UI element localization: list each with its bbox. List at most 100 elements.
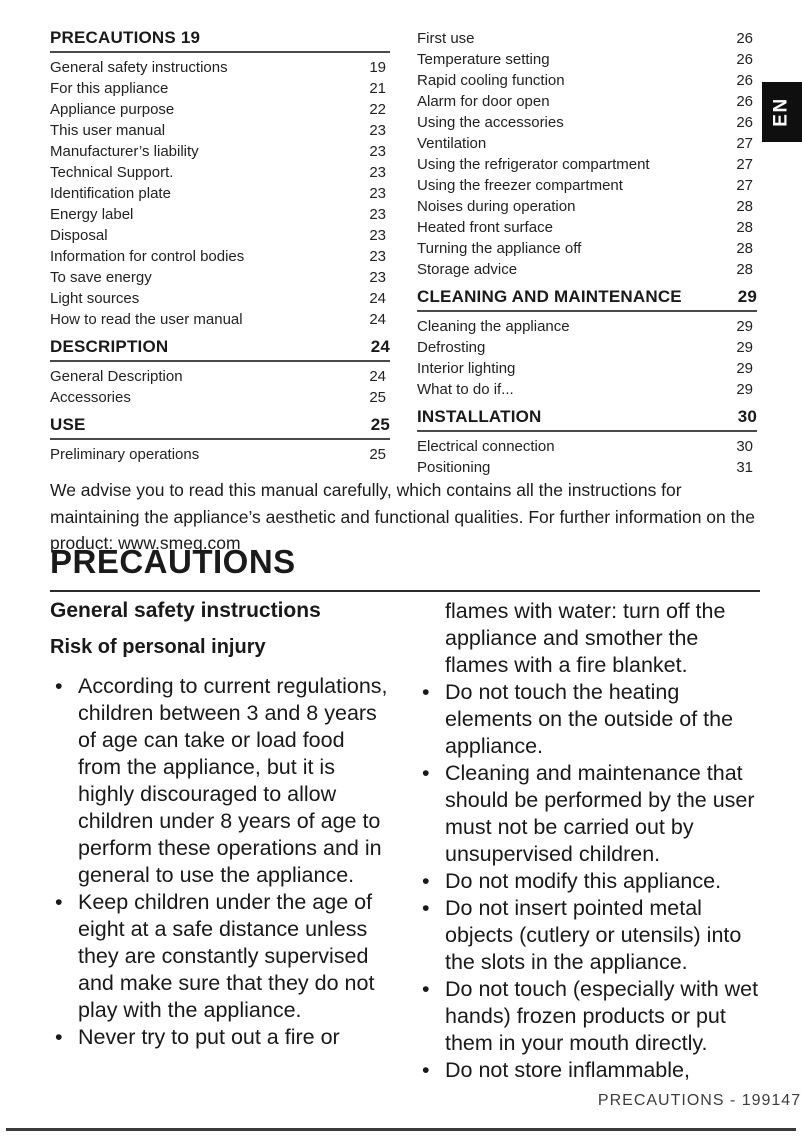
bullet-item: • Do not insert pointed metal objects (cu…	[417, 895, 763, 976]
section-heading: General safety instructions	[50, 599, 321, 622]
toc-entry: This user manual 23	[50, 120, 390, 141]
toc-entry: Alarm for door open 26	[417, 91, 757, 112]
bullet-item: • Cleaning and maintenance that should be…	[417, 760, 763, 868]
toc-entry-page: 25	[370, 415, 390, 434]
toc-entry-label: Heated front surface	[417, 219, 553, 236]
bullet-item: • Do not modify this appliance.	[417, 868, 763, 895]
toc-entry-label: Manufacturer’s liability	[50, 143, 199, 160]
toc-entry: Appliance purpose 22	[50, 99, 390, 120]
bullet-text: Do not store inflammable,	[445, 1058, 690, 1082]
toc-entry-page: 28	[736, 240, 753, 257]
bullet-text: Do not touch the heating elements on the…	[445, 680, 734, 758]
bullet-marker: •	[422, 761, 430, 785]
toc-entry-page: 28	[736, 198, 753, 215]
toc-entry-page: 30	[737, 407, 757, 426]
toc-entry-label: Information for control bodies	[50, 248, 245, 265]
bullet-item: • According to current regulations, child…	[50, 673, 390, 889]
toc-entry-label: INSTALLATION	[417, 407, 542, 426]
toc-entry: Light sources 24	[50, 288, 390, 309]
toc-entry-label: Using the refrigerator compartment	[417, 156, 650, 173]
toc-entry-page: 23	[369, 269, 386, 286]
bullet-marker: •	[422, 680, 430, 704]
toc-entry-label: Preliminary operations	[50, 446, 200, 463]
body-column-left: General safety instructions Risk of pers…	[50, 598, 390, 1051]
toc-section-heading: INSTALLATION 30	[417, 407, 757, 432]
toc-entry-page: 26	[736, 114, 753, 131]
toc-entry-label: Identification plate	[50, 185, 171, 202]
toc-entry: Energy label 23	[50, 204, 390, 225]
toc-entry: First use 26	[417, 28, 757, 49]
bullet-item: • Never try to put out a fire or	[50, 1024, 390, 1051]
language-tab-label: EN	[771, 97, 792, 127]
toc-entry: Storage advice 28	[417, 259, 757, 280]
toc-entry: Interior lighting 29	[417, 358, 757, 379]
toc-entry: Disposal 23	[50, 225, 390, 246]
toc-entry: General Description 24	[50, 366, 390, 387]
toc-entry-label: Accessories	[50, 389, 131, 406]
bullet-marker: •	[422, 1058, 430, 1082]
toc-entry-label: CLEANING AND MAINTENANCE	[417, 287, 682, 306]
toc-entry-page: 29	[737, 287, 757, 306]
toc-entry-page: 27	[736, 135, 753, 152]
toc-entry-label: Interior lighting	[417, 360, 516, 377]
toc-entry: For this appliance 21	[50, 78, 390, 99]
toc-entry-label: Appliance purpose	[50, 101, 175, 118]
toc-entry-label: What to do if...	[417, 381, 514, 398]
advisory-text: We advise you to read this manual carefu…	[50, 480, 755, 553]
toc-entry-page: 19	[369, 59, 386, 76]
toc-entry-label: To save energy	[50, 269, 152, 286]
toc-entry: Using the freezer compartment 27	[417, 175, 757, 196]
toc-entry-label: Temperature setting	[417, 51, 550, 68]
bottom-rule	[6, 1128, 796, 1131]
toc-entry-label: Positioning	[417, 459, 491, 476]
toc-entry: Technical Support. 23	[50, 162, 390, 183]
toc-entry-label: Defrosting	[417, 339, 486, 356]
toc-entry: Rapid cooling function 26	[417, 70, 757, 91]
toc-entry-label: Disposal	[50, 227, 108, 244]
bullet-text: According to current regulations, childr…	[78, 674, 388, 887]
toc-entry-label: First use	[417, 30, 475, 47]
toc-entry-label: General Description	[50, 368, 183, 385]
toc-column-right: First use 26 Temperature setting 26 Rapid co…	[417, 28, 757, 478]
toc-entry-page: 23	[369, 143, 386, 160]
toc-entry-page: 23	[369, 206, 386, 223]
bullet-item: • Keep children under the age of eight at…	[50, 889, 390, 1024]
bullet-marker: •	[422, 896, 430, 920]
toc-entry-page: 23	[369, 227, 386, 244]
language-tab: EN	[762, 82, 802, 142]
body-column-right: flames with water: turn off the applianc…	[417, 598, 763, 1084]
toc-entry-label: Ventilation	[417, 135, 487, 152]
toc-entry-label: Technical Support.	[50, 164, 174, 181]
bullet-text: Keep children under the age of eight at …	[78, 890, 375, 1022]
toc-entry-label: How to read the user manual	[50, 311, 243, 328]
toc-entry-page: 29	[736, 318, 753, 335]
toc-entry: Information for control bodies 23	[50, 246, 390, 267]
bullet-item: • Do not store inflammable,	[417, 1057, 763, 1084]
toc-entry-page: 27	[736, 156, 753, 173]
toc-entry: Temperature setting 26	[417, 49, 757, 70]
toc-entry-page: 25	[369, 446, 386, 463]
toc-entry-label: Alarm for door open	[417, 93, 550, 110]
toc-entry: How to read the user manual 24	[50, 309, 390, 330]
toc-entry-label: Using the freezer compartment	[417, 177, 623, 194]
bullet-text: Do not insert pointed metal objects (cut…	[445, 896, 742, 974]
toc-entry-page: 31	[736, 459, 753, 476]
toc-entry-page: 26	[736, 51, 753, 68]
continuation-text: flames with water: turn off the applianc…	[445, 599, 726, 677]
toc-entry-page: 24	[369, 368, 386, 385]
bullet-marker: •	[55, 674, 63, 698]
toc-entry-page: 24	[369, 311, 386, 328]
toc-section-heading: CLEANING AND MAINTENANCE 29	[417, 287, 757, 312]
toc-entry-page: 23	[369, 248, 386, 265]
bullet-text: Do not modify this appliance.	[445, 869, 722, 893]
toc-entry-label: Energy label	[50, 206, 134, 223]
toc-entry-page: 21	[369, 80, 386, 97]
subsection-heading: Risk of personal injury	[50, 636, 266, 658]
toc-entry: What to do if... 29	[417, 379, 757, 400]
toc-entry-page: 28	[736, 219, 753, 236]
bullet-list-right: • Do not touch the heating elements on th…	[417, 679, 763, 1084]
toc-section-heading: DESCRIPTION 24	[50, 337, 390, 362]
bullet-text: Do not touch (especially with wet hands)…	[445, 977, 759, 1055]
toc-entry-label: PRECAUTIONS 19	[50, 28, 201, 47]
